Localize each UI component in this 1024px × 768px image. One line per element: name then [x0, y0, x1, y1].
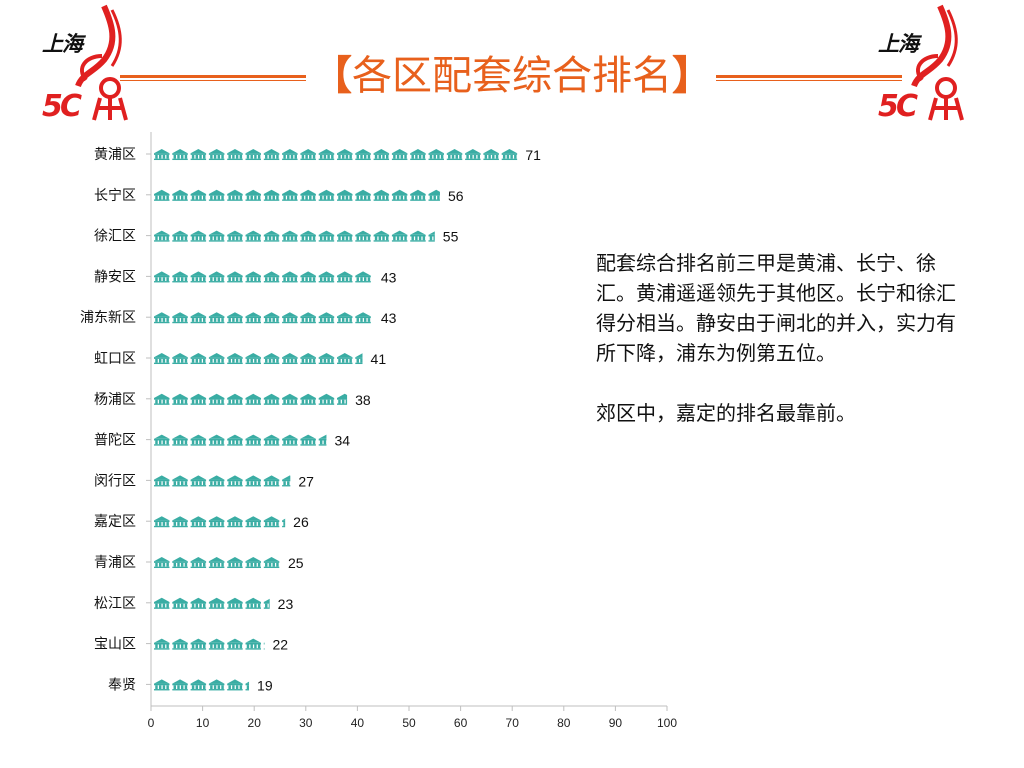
category-label: 嘉定区 — [94, 514, 136, 530]
x-tick-label: 70 — [506, 716, 520, 730]
x-tick-label: 60 — [454, 716, 468, 730]
x-tick-label: 100 — [657, 716, 677, 730]
data-label: 27 — [298, 473, 314, 489]
x-tick-label: 20 — [248, 716, 262, 730]
x-tick-label: 90 — [609, 716, 623, 730]
ranking-chart: 0 10 20 30 40 50 60 70 80 90 100 黄浦区 71 长宁区 56 徐汇区 55 静安区… — [80, 132, 677, 730]
bar — [154, 230, 435, 242]
bar — [154, 189, 440, 201]
title-text: 各区配套综合排名 — [352, 53, 672, 99]
data-label: 19 — [257, 677, 273, 693]
category-label: 虹口区 — [94, 351, 136, 367]
data-label: 23 — [278, 596, 294, 612]
category-label: 闵行区 — [94, 473, 136, 489]
x-tick-label: 40 — [351, 716, 365, 730]
svg-text:C: C — [60, 89, 82, 122]
bar — [154, 149, 518, 161]
data-label: 56 — [448, 188, 464, 204]
category-label: 松江区 — [94, 596, 136, 612]
category-label: 宝山区 — [94, 637, 136, 653]
bar — [154, 557, 280, 569]
svg-text:5: 5 — [42, 89, 63, 122]
x-tick-label: 10 — [196, 716, 210, 730]
title-bracket-open: 【 — [312, 53, 352, 99]
category-label: 黄浦区 — [94, 146, 136, 163]
bar — [154, 516, 286, 528]
page-title: 【各区配套综合排名】 — [300, 50, 724, 102]
category-label: 静安区 — [94, 269, 136, 285]
category-label: 徐汇区 — [94, 229, 136, 245]
title-rule-right — [716, 75, 902, 81]
bar — [154, 475, 291, 487]
x-tick-label: 80 — [557, 716, 571, 730]
svg-text:5: 5 — [878, 89, 899, 122]
logo-text: 上海 — [42, 31, 83, 56]
category-label: 长宁区 — [94, 187, 136, 204]
category-label: 浦东新区 — [80, 310, 136, 326]
data-label: 41 — [371, 351, 387, 367]
logo-left: 5 C 上海 — [42, 4, 142, 122]
data-label: 55 — [443, 229, 459, 245]
data-label: 71 — [525, 147, 541, 163]
category-label: 普陀区 — [94, 433, 136, 449]
bar — [154, 353, 363, 365]
data-label: 25 — [288, 555, 304, 571]
bar — [154, 393, 348, 405]
data-label: 43 — [381, 269, 397, 285]
bar — [154, 271, 371, 283]
data-label: 38 — [355, 392, 371, 408]
x-tick-label: 50 — [402, 716, 416, 730]
shanghai-logo-icon: 5 C — [42, 4, 128, 122]
title-rule-left — [120, 75, 306, 81]
bar — [154, 638, 265, 650]
data-label: 22 — [273, 637, 289, 653]
title-bracket-close: 】 — [672, 53, 712, 99]
bar — [154, 597, 270, 609]
bar — [154, 679, 250, 691]
description: 配套综合排名前三甲是黄浦、长宁、徐汇。黄浦遥遥领先于其他区。长宁和徐汇得分相当。… — [596, 248, 972, 428]
category-label: 奉贤 — [108, 677, 136, 693]
x-tick-label: 0 — [148, 716, 155, 730]
logo-right: 5 C 上海 — [878, 4, 978, 122]
category-label: 杨浦区 — [94, 392, 136, 408]
description-paragraph-1: 配套综合排名前三甲是黄浦、长宁、徐汇。黄浦遥遥领先于其他区。长宁和徐汇得分相当。… — [596, 251, 956, 365]
data-label: 43 — [381, 310, 397, 326]
logo-text: 上海 — [878, 31, 919, 56]
description-paragraph-2: 郊区中，嘉定的排名最靠前。 — [596, 401, 856, 425]
bar — [154, 312, 371, 324]
category-label: 青浦区 — [94, 555, 136, 571]
data-label: 34 — [334, 433, 350, 449]
data-label: 26 — [293, 514, 309, 530]
x-tick-label: 30 — [299, 716, 313, 730]
bar — [154, 434, 327, 446]
shanghai-logo-icon: 5 C — [878, 4, 964, 122]
svg-text:C: C — [896, 89, 918, 122]
